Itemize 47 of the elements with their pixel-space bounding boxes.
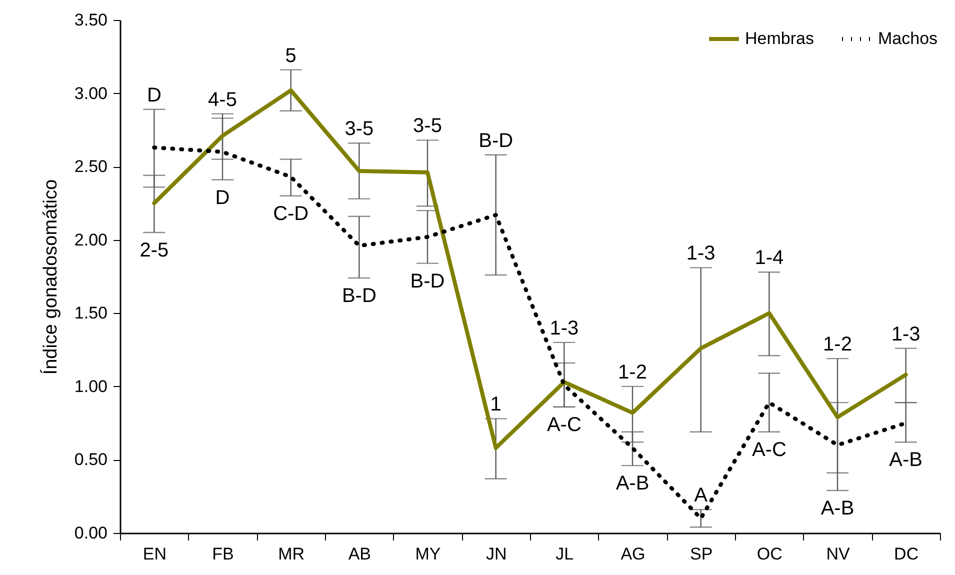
annotation: A-C: [546, 414, 582, 436]
annotation: 5: [285, 44, 296, 67]
x-tick-label: SP: [690, 544, 713, 564]
y-tick-label: 1.50: [74, 304, 108, 323]
y-tick-label: 3.50: [74, 10, 108, 30]
annotation: A-B: [616, 472, 650, 495]
annotation: A-C: [752, 438, 786, 461]
x-tick-label: JN: [486, 544, 507, 564]
legend-label: Machos: [878, 29, 938, 48]
y-tick-label: 0.50: [74, 450, 108, 470]
x-tick-label: AB: [348, 544, 372, 564]
annotation: D: [215, 186, 230, 209]
annotation: 3-5: [344, 118, 374, 140]
annotation: 1: [490, 394, 502, 416]
annotation: 2-5: [140, 240, 169, 262]
annotation: 1-2: [823, 334, 852, 356]
annotation: 1-3: [686, 242, 716, 265]
y-tick-label: 1.00: [74, 376, 108, 396]
annotation: 1-2: [618, 361, 647, 384]
y-axis-title: Índice gonadosomático: [39, 179, 62, 375]
annotation: A-B: [820, 497, 854, 520]
annotation: D: [146, 84, 162, 106]
annotation: 1-3: [891, 323, 920, 346]
legend-label: Hembras: [745, 29, 814, 48]
x-tick-label: OC: [756, 544, 782, 564]
annotation: B-D: [478, 130, 514, 152]
annotation: 1-4: [754, 247, 784, 270]
annotation: A-B: [889, 449, 923, 472]
x-tick-label: NV: [826, 544, 850, 564]
x-tick-label: DC: [894, 544, 919, 564]
annotation: A: [694, 484, 708, 507]
annotation: B-D: [410, 270, 445, 292]
y-tick-label: 3.00: [74, 84, 108, 103]
y-tick-label: 2.50: [74, 157, 108, 176]
annotation: C-D: [273, 202, 309, 225]
annotation: B-D: [342, 284, 376, 307]
x-tick-label: MR: [278, 544, 305, 564]
x-tick-label: FB: [212, 544, 234, 564]
y-tick-label: 2.00: [74, 230, 108, 250]
y-tick-label: 0.00: [74, 524, 108, 542]
x-tick-label: JL: [556, 544, 574, 564]
x-tick-label: AG: [620, 544, 646, 564]
annotation: 1-3: [550, 317, 579, 340]
annotation: 4-5: [208, 88, 237, 111]
annotation: 3-5: [413, 115, 442, 138]
x-tick-label: EN: [142, 544, 166, 564]
x-tick-label: MY: [415, 544, 441, 564]
